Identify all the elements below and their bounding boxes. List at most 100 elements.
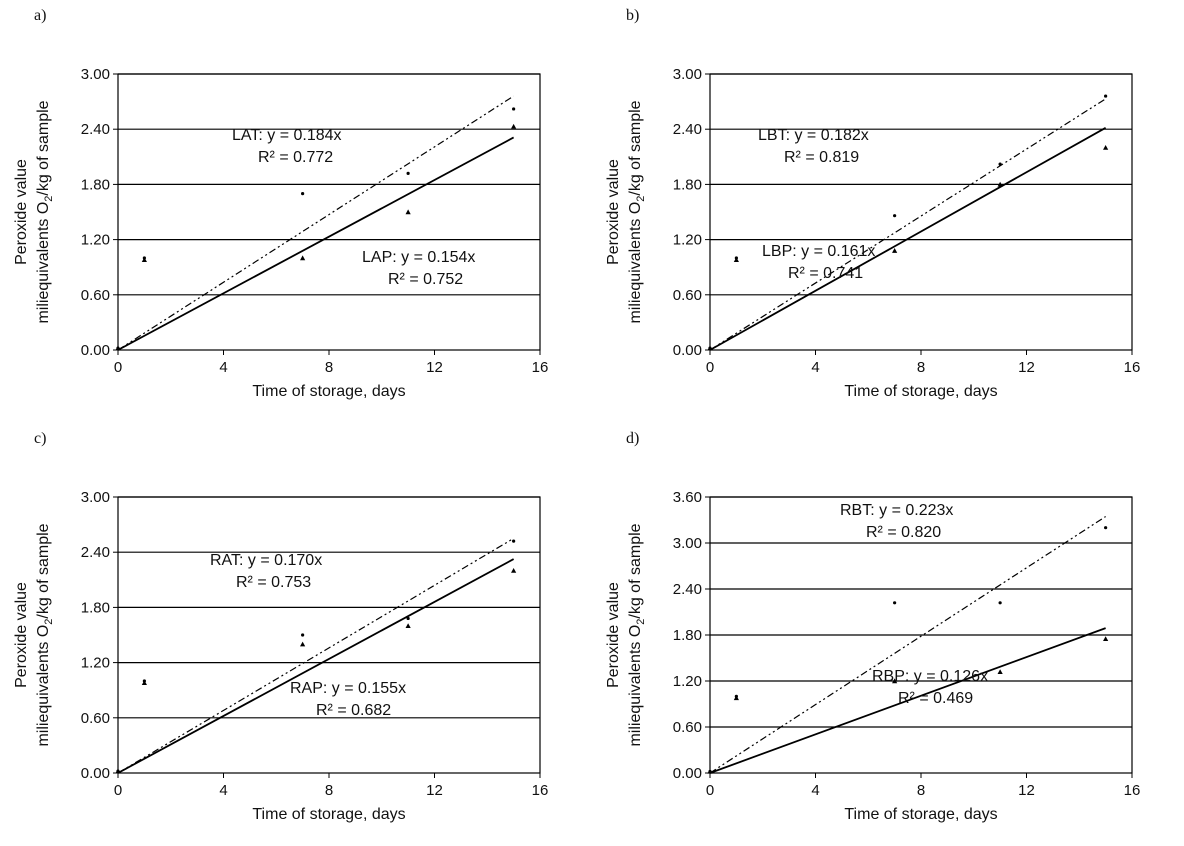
y-tick-label: 3.00 (81, 66, 110, 83)
plot-frame (117, 73, 541, 351)
y-tick-label: 0.00 (81, 342, 110, 359)
x-tick-label: 4 (219, 359, 227, 376)
chart-panel-c: c) 0.00 0.60 1.20 1.80 2.40 3.00 0 4 8 12 16 Time of… (0, 423, 592, 846)
data-point-triangle (405, 209, 411, 215)
trendline-dash-dot (709, 516, 1106, 774)
y-tick-label: 2.40 (81, 544, 110, 561)
y-tick-label: 0.00 (673, 765, 702, 782)
trendline-r2: R² = 0.741 (788, 265, 863, 282)
data-point-triangle (115, 768, 121, 774)
y-tick-label: 0.60 (673, 287, 702, 304)
trendline-r2: R² = 0.682 (316, 702, 391, 719)
y-tick-label: 1.80 (81, 599, 110, 616)
data-point-dot (1104, 94, 1108, 98)
chart-panel-d: d) 0.00 0.60 1.20 1.80 2.40 3.00 3.60 0 4 8 12 16 Tim… (592, 423, 1184, 846)
y-tick-label: 3.00 (673, 535, 702, 552)
plot-frame (117, 496, 541, 774)
trendline-r2: R² = 0.469 (898, 690, 973, 707)
x-tick-label: 0 (706, 359, 714, 376)
x-tick-label: 12 (1018, 359, 1035, 376)
data-point-dot (512, 107, 516, 111)
x-tick-label: 16 (532, 782, 549, 799)
panel-label: d) (626, 430, 639, 447)
y-tick-label: 1.20 (81, 655, 110, 672)
data-point-dot (301, 633, 305, 637)
data-point-dot (301, 192, 305, 196)
trendline-solid (709, 127, 1107, 351)
y-tick-label: 3.60 (673, 489, 702, 506)
trendline-r2: R² = 0.820 (866, 524, 941, 541)
x-tick-label: 16 (1124, 782, 1141, 799)
x-tick-label: 12 (426, 782, 443, 799)
data-point-triangle (1103, 636, 1109, 642)
data-point-dot (893, 214, 897, 218)
trendline-equation: LBT: y = 0.182x (758, 127, 869, 144)
y-axis-title-line1: Peroxide value (13, 159, 30, 265)
x-tick-label: 0 (114, 359, 122, 376)
data-point-triangle (892, 248, 898, 253)
y-axis-title-line1: Peroxide value (605, 159, 622, 265)
y-tick-label: 3.00 (81, 489, 110, 506)
trendline-solid (117, 558, 515, 774)
trendline-equation: RBP: y = 0.126x (872, 668, 988, 685)
x-tick-label: 8 (917, 359, 925, 376)
x-tick-label: 8 (325, 782, 333, 799)
y-tick-label: 1.80 (673, 176, 702, 193)
y-tick-label: 2.40 (81, 121, 110, 138)
x-tick-label: 0 (114, 782, 122, 799)
data-point-triangle (511, 123, 517, 129)
y-tick-label: 1.20 (673, 232, 702, 249)
y-tick-label: 1.80 (81, 176, 110, 193)
y-axis-title-line1: Peroxide value (13, 582, 30, 688)
chart-panel-a: a) 0.00 0.60 1.20 1.80 2.40 3.00 0 4 8 12 16 Time of… (0, 0, 592, 423)
y-axis-title-line1: Peroxide value (605, 582, 622, 688)
data-point-triangle (511, 568, 517, 573)
chart-a-svg: a) 0.00 0.60 1.20 1.80 2.40 3.00 0 4 8 12 16 Time of… (13, 7, 548, 400)
trendline-solid (117, 136, 515, 351)
y-tick-label: 0.60 (673, 719, 702, 736)
chart-c-svg: c) 0.00 0.60 1.20 1.80 2.40 3.00 0 4 8 12 16 Time of… (13, 430, 549, 823)
y-tick-label: 0.00 (81, 765, 110, 782)
y-tick-label: 1.20 (81, 232, 110, 249)
data-point-dot (1104, 526, 1108, 530)
y-axis-title-line2: miliequivalents O2/kg of sample (35, 523, 55, 746)
data-point-triangle (997, 181, 1003, 187)
data-point-triangle (115, 345, 121, 351)
data-point-triangle (141, 257, 147, 263)
x-tick-label: 4 (811, 782, 819, 799)
x-axis-title: Time of storage, days (252, 806, 405, 823)
y-tick-label: 1.80 (673, 627, 702, 644)
data-point-triangle (733, 695, 739, 701)
trendline-equation: RAT: y = 0.170x (210, 552, 322, 569)
x-tick-label: 12 (1018, 782, 1035, 799)
data-point-triangle (405, 623, 411, 628)
plot-frame (709, 496, 1133, 774)
y-axis-title-line2: miliequivalents O2/kg of sample (35, 100, 55, 323)
y-tick-label: 0.00 (673, 342, 702, 359)
panel-label: c) (34, 430, 46, 447)
x-axis-title: Time of storage, days (844, 383, 997, 400)
trendline-dash-dot (117, 537, 514, 774)
x-axis-title: Time of storage, days (252, 383, 405, 400)
x-tick-label: 16 (1124, 359, 1141, 376)
chart-panel-b: b) 0.00 0.60 1.20 1.80 2.40 3.00 0 4 8 12 16 Time of… (592, 0, 1184, 423)
trendline-equation: RAP: y = 0.155x (290, 680, 406, 697)
y-tick-label: 0.60 (81, 710, 110, 727)
data-point-dot (893, 601, 897, 605)
data-point-triangle (892, 678, 898, 684)
data-point-dot (406, 616, 410, 621)
x-tick-label: 8 (917, 782, 925, 799)
data-point-triangle (707, 768, 713, 774)
trendline-dash-dot (709, 98, 1106, 351)
x-tick-label: 12 (426, 359, 443, 376)
trendline-equation: LAP: y = 0.154x (362, 249, 475, 266)
trendline-dash-dot (117, 95, 514, 351)
chart-d-svg: d) 0.00 0.60 1.20 1.80 2.40 3.00 3.60 0 4 8 12 16 Tim… (605, 430, 1141, 823)
y-axis-title-line2: miliequivalents O2/kg of sample (627, 523, 647, 746)
panel-label: b) (626, 7, 639, 24)
x-axis-title: Time of storage, days (844, 806, 997, 823)
x-tick-label: 0 (706, 782, 714, 799)
data-point-triangle (141, 680, 147, 686)
chart-b-svg: b) 0.00 0.60 1.20 1.80 2.40 3.00 0 4 8 12 16 Time of… (605, 7, 1141, 400)
data-point-dot (406, 171, 410, 175)
